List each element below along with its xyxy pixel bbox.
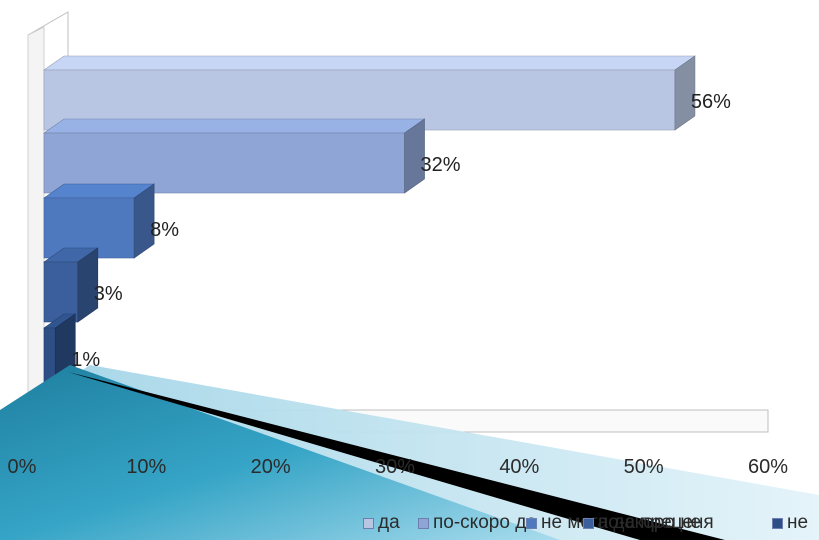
legend-swatch xyxy=(583,517,594,529)
legend-label: по-скоро да xyxy=(433,512,537,533)
bar-top-face xyxy=(43,118,426,134)
legend-label: да xyxy=(378,512,400,533)
left-wall-front xyxy=(27,26,45,434)
data-labels-group: 56% 32% 8% 3% 1% xyxy=(71,91,731,371)
x-axis-ticks: 0% 10% 20% 30% 40% 50% 60% xyxy=(8,456,789,478)
tick-label: 20% xyxy=(251,456,291,478)
data-label: 1% xyxy=(71,349,100,371)
legend-swatch xyxy=(363,517,374,529)
bar-top-face xyxy=(43,55,696,71)
bar-front-face xyxy=(43,132,405,194)
legend-swatch xyxy=(418,517,429,529)
data-label: 3% xyxy=(94,283,123,305)
legend-swatch xyxy=(772,517,783,529)
bar-side-face xyxy=(674,55,696,131)
legend-swatch xyxy=(526,517,537,529)
corner-blue-band xyxy=(0,365,560,540)
legend-item-da: да xyxy=(363,512,400,534)
legend-item-po-skoro-ne: по-скоро не xyxy=(583,512,701,534)
legend-label: по-скоро не xyxy=(598,512,702,533)
legend: да по-скоро да не мога да преценя по-ско… xyxy=(0,506,819,540)
bar-3 xyxy=(43,247,99,323)
tick-label: 40% xyxy=(499,456,539,478)
bar-side-face xyxy=(133,183,155,259)
legend-label: не xyxy=(787,512,809,533)
data-label: 8% xyxy=(150,219,179,241)
data-label: 32% xyxy=(421,154,461,176)
tick-label: 30% xyxy=(375,456,415,478)
bar-front-face xyxy=(43,261,79,323)
legend-item-po-skoro-da: по-скоро да xyxy=(418,512,537,534)
bars-group xyxy=(43,55,696,389)
tick-label: 50% xyxy=(624,456,664,478)
bar-side-face xyxy=(404,118,425,194)
bar-side-face xyxy=(77,247,99,323)
data-label: 56% xyxy=(691,91,731,113)
corner-black-stripe xyxy=(68,372,725,540)
tick-label: 10% xyxy=(126,456,166,478)
decorative-corner xyxy=(0,365,819,540)
legend-item-ne: не xyxy=(772,512,808,534)
tick-label: 60% xyxy=(748,456,788,478)
tick-label: 0% xyxy=(8,456,37,478)
bar-1 xyxy=(43,118,426,194)
bar-2 xyxy=(43,183,156,259)
